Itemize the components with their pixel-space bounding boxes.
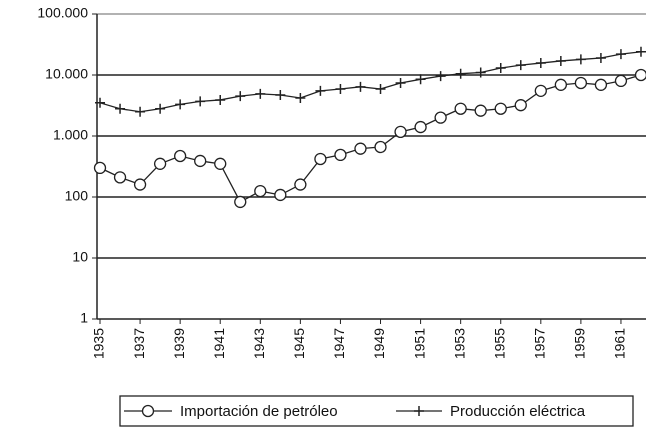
data-point [135,106,146,117]
data-point [375,83,386,94]
legend-marker [141,404,155,418]
data-point [554,78,567,91]
y-tick-label: 10.000 [45,66,88,82]
data-point [355,81,366,92]
data-point [95,97,106,108]
x-tick-label: 1941 [211,328,227,359]
data-point [634,68,646,82]
data-point [614,74,628,88]
data-point [635,46,646,57]
data-point [294,178,307,191]
series-line [99,51,642,113]
data-point [254,184,267,198]
data-point [575,54,586,65]
x-tick-label: 1951 [411,328,427,359]
data-point [515,60,526,71]
data-point [315,85,326,96]
x-tick-label: 1947 [331,328,347,359]
data-point [514,99,527,112]
data-point [454,102,467,115]
y-tick-label: 100 [65,188,89,204]
data-point [455,68,466,79]
x-tick-label: 1939 [171,328,187,359]
data-point [214,157,227,170]
legend-marker [414,406,424,416]
data-point [435,71,446,82]
x-tick-label: 1937 [131,328,147,359]
data-point [574,76,588,90]
data-point [115,103,126,114]
y-tick-label: 1 [80,310,88,326]
data-point [295,92,306,103]
x-tick-label: 1945 [291,328,307,359]
data-point [235,91,246,102]
data-point [113,171,127,184]
data-point [434,111,447,124]
series-line [99,74,642,203]
x-tick-label: 1953 [451,328,467,359]
data-point [395,77,406,88]
x-tick-label: 1961 [612,328,628,359]
data-point [93,161,107,175]
data-point [594,78,608,91]
data-point [615,49,626,60]
data-point [414,120,427,134]
data-point [374,140,387,154]
data-point [175,99,186,110]
data-point [534,84,547,97]
legend-box [119,395,634,427]
x-tick-label: 1957 [532,328,548,359]
data-point [475,67,486,78]
data-point [354,142,367,155]
data-point [275,90,286,101]
y-tick-label: 1.000 [53,127,88,143]
data-point [334,148,347,162]
data-point [495,63,506,74]
data-point [133,178,147,191]
data-point [194,154,207,168]
x-tick-label: 1959 [572,328,588,359]
y-tick-label: 10 [72,249,88,265]
data-point [155,103,166,114]
legend-label: Importación de petróleo [180,403,338,420]
data-point [215,94,226,105]
x-tick-label: 1949 [371,328,387,359]
data-point [255,88,266,99]
x-tick-label: 1955 [491,328,507,359]
data-point [595,52,606,63]
data-point [274,188,287,202]
data-point [174,149,187,163]
data-point [535,58,546,69]
data-point [153,157,167,170]
x-tick-label: 1935 [91,328,107,359]
data-point [234,195,247,209]
data-point [415,74,426,85]
x-tick-label: 1943 [251,328,267,359]
data-point [394,125,407,138]
data-point [494,102,507,115]
legend-label: Producción eléctrica [450,403,586,420]
data-point [195,96,206,107]
data-point [335,83,346,94]
data-point [474,104,487,117]
data-point [555,55,566,66]
data-point [314,152,327,166]
y-tick-label: 100.000 [37,5,88,21]
